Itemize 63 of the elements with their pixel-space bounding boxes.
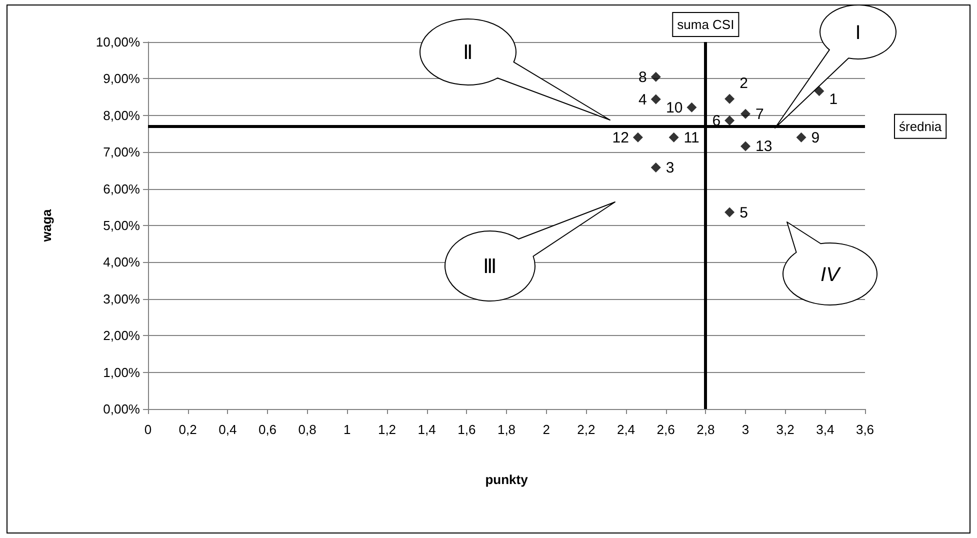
point <box>796 132 806 142</box>
annotation: 3 <box>666 160 674 177</box>
y-tick-label: 7,00% <box>103 144 140 160</box>
y-tick-label: 3,00% <box>103 291 140 306</box>
annotation: 5 <box>740 204 748 222</box>
annotation: 2 <box>740 74 748 92</box>
x-tick-label: 2,6 <box>656 422 675 437</box>
annotation: 10 <box>666 99 683 116</box>
y-tick-label: 10,00% <box>96 34 140 50</box>
y-axis-title: waga <box>39 208 54 243</box>
point <box>632 132 643 142</box>
x-tick-label: 2,4 <box>616 422 636 437</box>
y-tick-label: 8,00% <box>103 108 140 123</box>
point <box>686 102 697 112</box>
annotation: 8 <box>638 68 647 86</box>
x-tick-label: 1,4 <box>418 422 436 437</box>
y-tick-label: 6,00% <box>103 181 140 196</box>
x-tick-label: 1,6 <box>458 422 476 437</box>
annotation: 11 <box>684 129 700 146</box>
x-tick-label: 1 <box>344 422 351 437</box>
y-tick-label: 0,00% <box>103 402 140 416</box>
x-tick-label: 3 <box>742 422 750 437</box>
x-tick-label: 2,2 <box>577 422 596 437</box>
annotation: 1 <box>829 91 838 108</box>
x-tick-label: 2,8 <box>696 422 715 437</box>
annotation: Ⅲ <box>483 256 497 278</box>
point <box>724 116 735 126</box>
x-tick-label: 2 <box>542 422 550 437</box>
x-tick-label: 0,6 <box>258 422 277 437</box>
x-tick-label: 3,6 <box>856 422 874 437</box>
point <box>650 72 661 82</box>
annotation: IV <box>820 264 842 286</box>
ref-line-label: średnia <box>899 118 942 134</box>
annotation: 7 <box>756 106 764 123</box>
point <box>740 108 750 119</box>
point <box>724 94 735 104</box>
point <box>724 207 735 218</box>
annotation: 12 <box>612 129 629 146</box>
x-tick-label: 1,2 <box>378 422 396 437</box>
annotation: I <box>855 22 861 44</box>
y-tick-label: 2,00% <box>103 328 140 344</box>
point <box>740 141 750 152</box>
point <box>668 132 679 142</box>
ref-line-label: suma CSI <box>677 17 734 32</box>
point <box>814 86 824 96</box>
y-tick-label: 5,00% <box>103 218 140 233</box>
x-tick-label: 0,4 <box>218 422 237 437</box>
x-tick-label: 1,8 <box>497 422 516 437</box>
x-tick-label: 0 <box>144 422 152 437</box>
x-tick-label: 3,2 <box>776 422 794 437</box>
annotation: 9 <box>811 129 820 146</box>
x-tick-label: 0,8 <box>298 422 316 437</box>
y-tick-label: 1,00% <box>103 364 140 380</box>
point <box>650 94 661 104</box>
annotation: 13 <box>756 138 772 156</box>
x-tick-label: 3,4 <box>816 422 834 437</box>
x-axis-title: punkty <box>485 472 529 487</box>
annotation: Ⅱ <box>463 42 473 64</box>
point <box>650 162 661 173</box>
annotation: 4 <box>638 91 647 108</box>
x-tick-label: 0,2 <box>178 422 197 437</box>
y-tick-label: 9,00% <box>103 71 140 86</box>
y-tick-label: 4,00% <box>103 254 140 270</box>
